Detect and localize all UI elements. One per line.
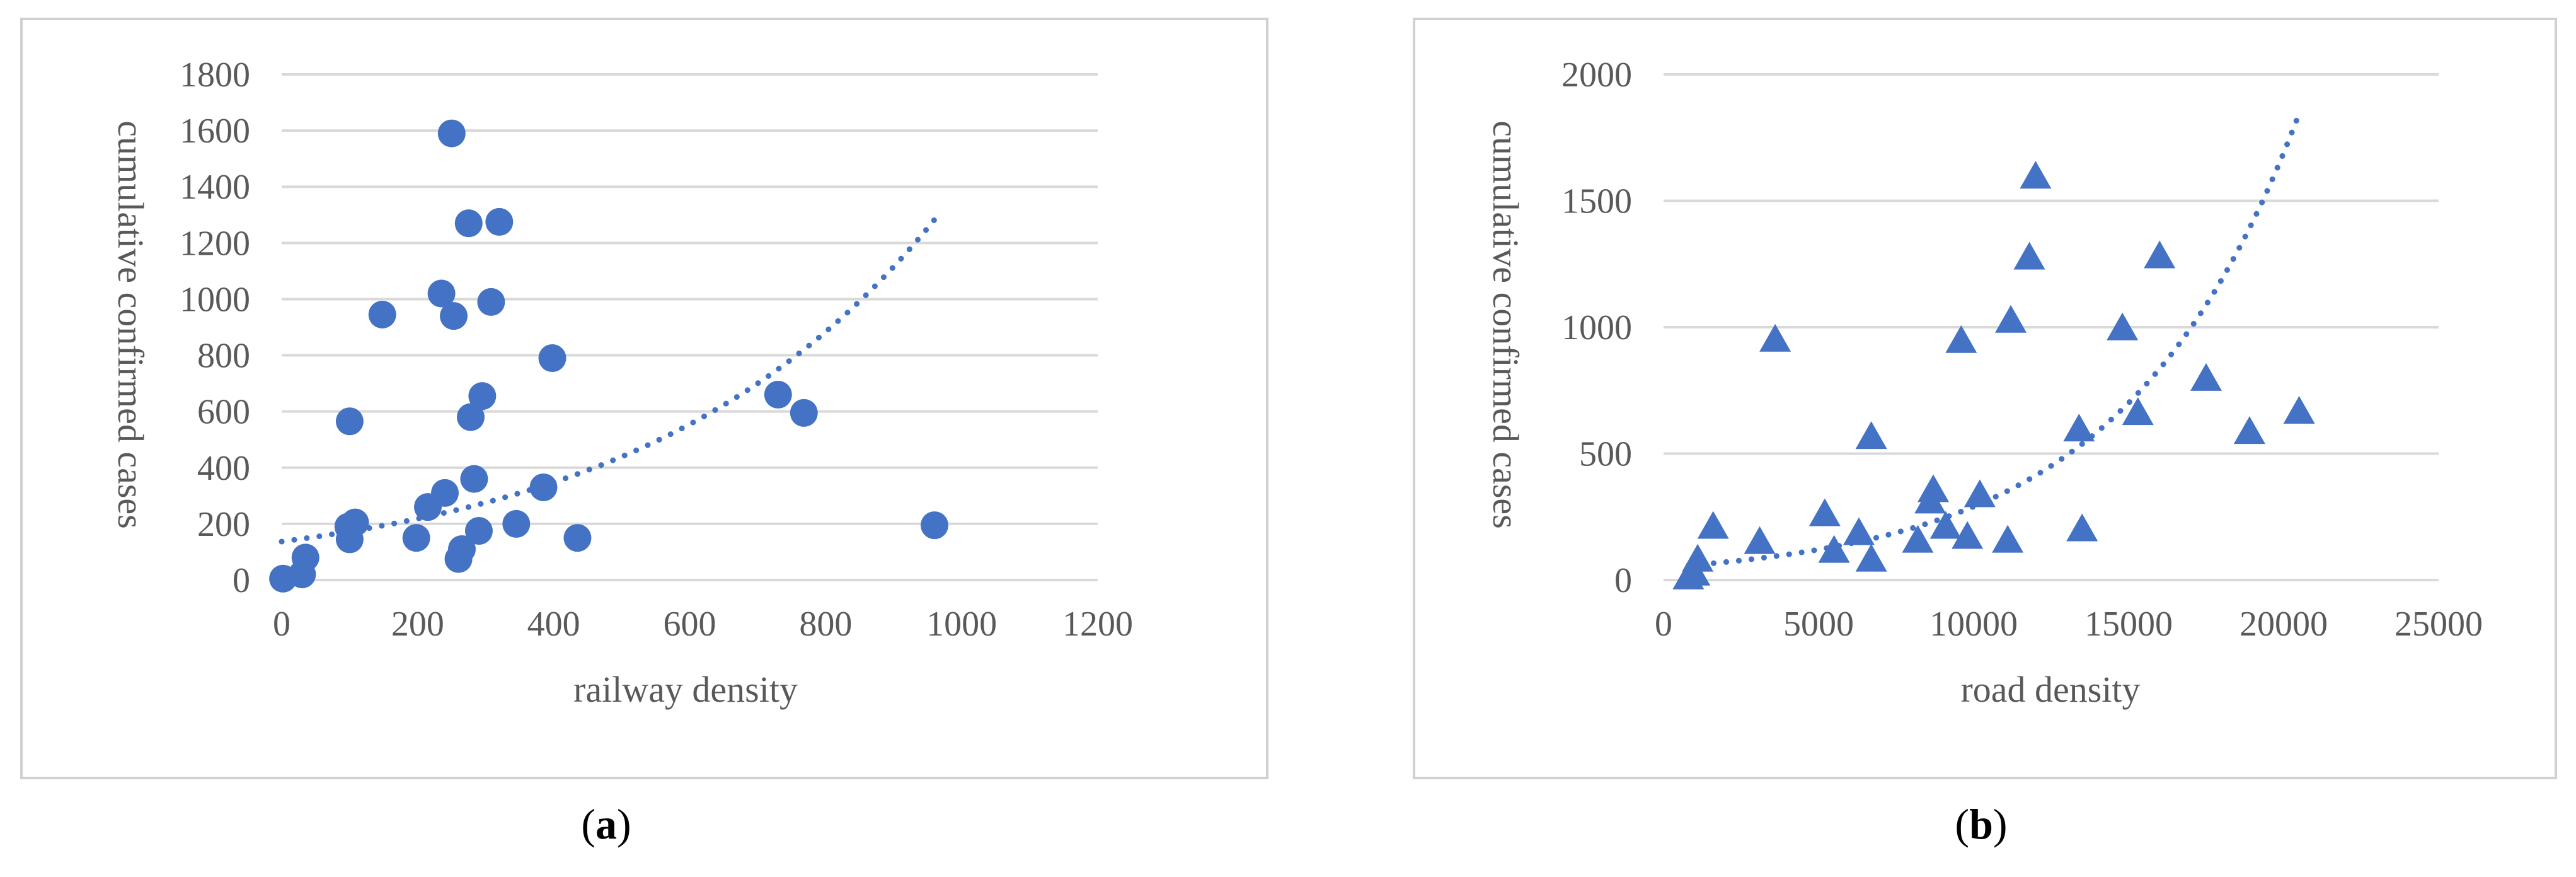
data-point xyxy=(431,479,459,507)
data-point xyxy=(2063,414,2095,442)
data-point xyxy=(1682,543,1714,572)
data-point xyxy=(1964,479,1996,508)
x-tick-label: 800 xyxy=(799,605,852,644)
x-tick-label: 400 xyxy=(527,605,580,644)
x-axis-title: road density xyxy=(1960,669,2140,710)
y-tick-label: 0 xyxy=(233,561,250,600)
x-tick-label: 10000 xyxy=(1929,605,2018,644)
y-axis-title: cumulative confirmed cases xyxy=(1485,120,1526,528)
y-tick-label: 1000 xyxy=(180,280,250,319)
data-point xyxy=(1759,323,1791,352)
x-tick-label: 5000 xyxy=(1783,605,1854,644)
data-point xyxy=(502,509,531,538)
x-tick-label: 200 xyxy=(391,605,444,644)
data-point xyxy=(2144,240,2176,269)
data-point xyxy=(1679,557,1711,586)
y-tick-label: 1000 xyxy=(1561,308,1632,347)
y-tick-label: 1400 xyxy=(180,168,250,207)
y-tick-label: 1800 xyxy=(180,55,250,95)
data-point xyxy=(790,398,818,427)
data-point xyxy=(1952,521,1984,549)
data-point xyxy=(402,524,430,552)
x-tick-label: 0 xyxy=(1655,605,1672,644)
chart-panel-b: 0 5000 10000 15000 20000 25000 0 500 1000 1500 20… xyxy=(1288,0,2576,877)
panel-caption-letter: b xyxy=(1969,800,1993,848)
data-point xyxy=(2107,312,2139,340)
y-tick-label: 200 xyxy=(197,505,250,544)
data-point xyxy=(764,380,792,409)
data-point xyxy=(341,508,369,537)
data-point xyxy=(1818,535,1850,563)
data-point xyxy=(477,287,505,316)
data-point xyxy=(1744,526,1776,554)
chart-frame xyxy=(1413,18,2557,779)
chart-panel-a: 0 200 400 600 800 1000 1200 0 200 400 600 800 1000 1… xyxy=(20,18,1268,848)
data-point xyxy=(1697,511,1729,539)
data-point xyxy=(427,279,456,308)
y-axis-title: cumulative confirmed cases xyxy=(110,120,151,528)
panel-caption: (b) xyxy=(1955,800,2007,848)
y-tick-label: 0 xyxy=(1614,561,1632,600)
y-tick-label: 800 xyxy=(197,337,250,376)
panel-caption: (a) xyxy=(581,800,631,848)
data-point xyxy=(468,382,497,410)
y-tick-label: 500 xyxy=(1579,435,1632,474)
data-point xyxy=(1929,511,1962,539)
data-point xyxy=(2190,363,2222,391)
x-tick-label: 0 xyxy=(273,605,290,644)
data-point xyxy=(538,344,566,373)
chart-frame xyxy=(20,18,1268,779)
data-point xyxy=(447,535,476,563)
trendline xyxy=(1685,110,2303,569)
data-point xyxy=(2122,397,2154,426)
data-point xyxy=(2283,396,2315,424)
data-point xyxy=(2233,416,2265,444)
data-point xyxy=(1855,421,1887,450)
x-tick-label: 1000 xyxy=(926,605,997,644)
data-point xyxy=(2020,161,2052,189)
x-tick-label: 1200 xyxy=(1062,605,1133,644)
data-point xyxy=(368,300,396,328)
x-tick-label: 600 xyxy=(664,605,716,644)
x-tick-label: 15000 xyxy=(2084,605,2173,644)
x-tick-label: 20000 xyxy=(2240,605,2328,644)
y-tick-label: 1500 xyxy=(1561,182,1632,221)
data-point xyxy=(1992,525,2024,553)
data-point xyxy=(440,302,468,330)
data-point xyxy=(1945,325,1977,353)
x-axis-title: railway density xyxy=(573,669,798,710)
y-tick-label: 2000 xyxy=(1561,55,1632,95)
data-point xyxy=(1902,525,1934,553)
y-tick-label: 1200 xyxy=(180,224,250,263)
data-point xyxy=(529,473,558,501)
data-point xyxy=(460,465,488,493)
data-point xyxy=(457,403,485,431)
data-point xyxy=(291,543,319,572)
data-point xyxy=(563,524,592,552)
y-tick-label: 600 xyxy=(197,393,250,432)
data-point xyxy=(335,407,364,436)
data-point xyxy=(454,209,483,238)
data-point xyxy=(1995,305,2027,333)
panel-caption-letter: a xyxy=(595,800,617,848)
data-point xyxy=(1808,498,1841,526)
data-point xyxy=(1843,517,1875,545)
data-point xyxy=(1855,543,1887,572)
y-tick-label: 400 xyxy=(197,449,250,488)
data-point xyxy=(921,511,948,540)
data-point xyxy=(1918,474,1950,502)
data-point xyxy=(2066,513,2098,542)
x-tick-label: 25000 xyxy=(2395,605,2483,644)
data-point xyxy=(464,517,493,545)
scatter-chart-road: 0 5000 10000 15000 20000 25000 0 500 1000 1500 20… xyxy=(1413,18,2557,848)
scatter-chart-railway: 0 200 400 600 800 1000 1200 0 200 400 600 800 1000 1… xyxy=(20,18,1268,848)
data-point xyxy=(2013,241,2045,270)
data-point xyxy=(485,207,514,236)
data-point xyxy=(437,119,466,148)
y-tick-label: 1600 xyxy=(180,112,250,151)
